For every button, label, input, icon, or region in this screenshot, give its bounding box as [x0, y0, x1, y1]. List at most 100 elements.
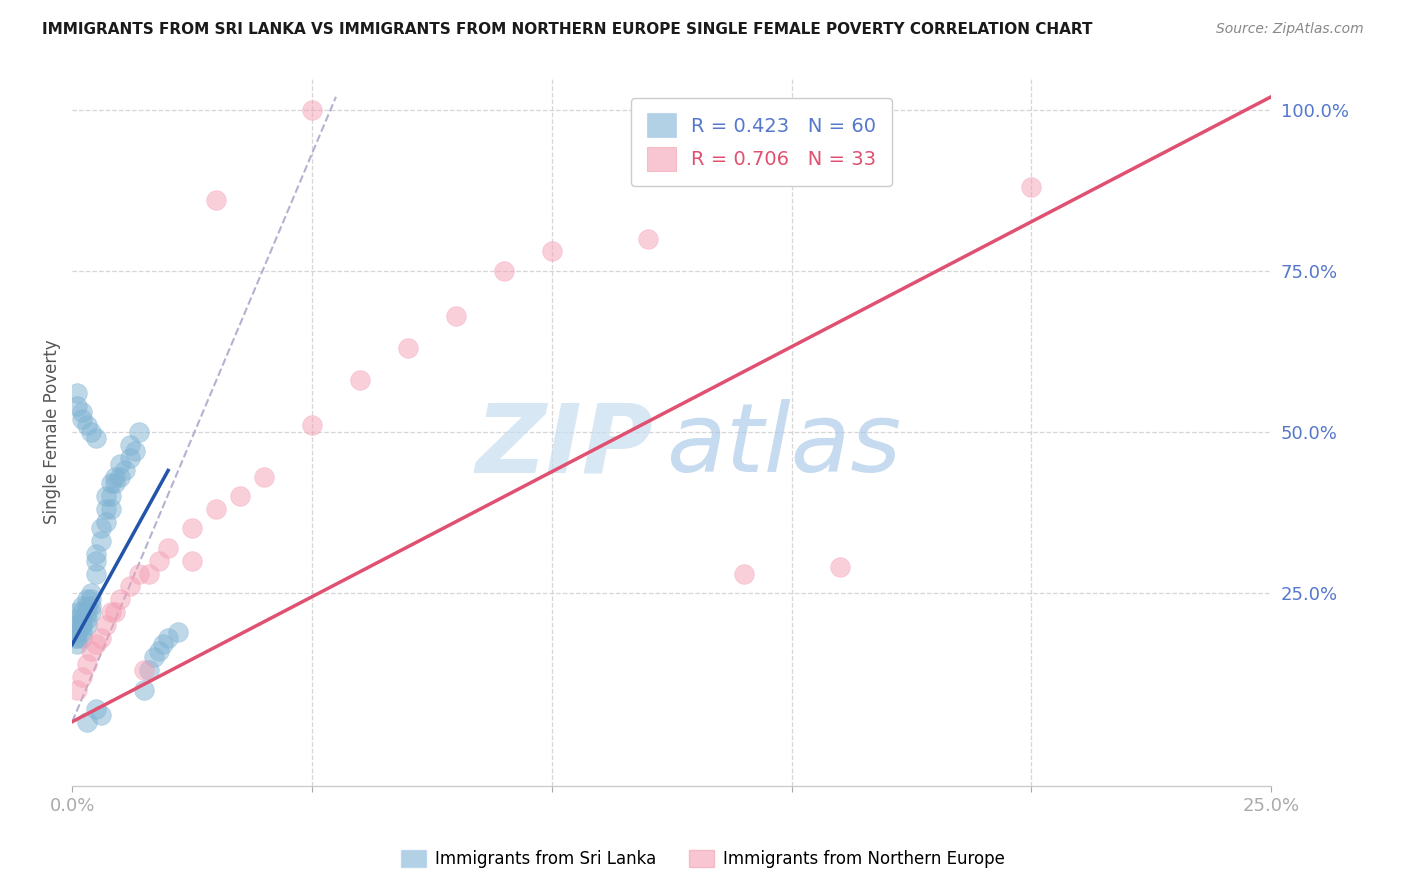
Point	[181, 554, 204, 568]
Legend: Immigrants from Sri Lanka, Immigrants from Northern Europe: Immigrants from Sri Lanka, Immigrants fr…	[395, 843, 1011, 875]
Point	[128, 566, 150, 581]
Point	[70, 618, 93, 632]
Point	[138, 663, 160, 677]
Point	[80, 599, 103, 613]
Point	[138, 566, 160, 581]
Point	[76, 592, 98, 607]
Point	[108, 457, 131, 471]
Point	[152, 637, 174, 651]
Point	[84, 702, 107, 716]
Point	[104, 470, 127, 484]
Point	[66, 399, 89, 413]
Point	[76, 605, 98, 619]
Point	[76, 599, 98, 613]
Point	[66, 624, 89, 639]
Point	[70, 670, 93, 684]
Point	[124, 444, 146, 458]
Point	[828, 560, 851, 574]
Point	[492, 264, 515, 278]
Point	[1021, 180, 1043, 194]
Legend: R = 0.423   N = 60, R = 0.706   N = 33: R = 0.423 N = 60, R = 0.706 N = 33	[631, 98, 891, 186]
Point	[70, 618, 93, 632]
Point	[84, 637, 107, 651]
Point	[90, 534, 112, 549]
Point	[80, 605, 103, 619]
Point	[157, 541, 180, 555]
Point	[148, 644, 170, 658]
Point	[301, 103, 323, 117]
Point	[80, 425, 103, 439]
Point	[100, 476, 122, 491]
Point	[70, 631, 93, 645]
Point	[80, 586, 103, 600]
Point	[100, 502, 122, 516]
Point	[205, 193, 228, 207]
Point	[90, 708, 112, 723]
Point	[166, 624, 188, 639]
Point	[63, 631, 86, 645]
Text: Source: ZipAtlas.com: Source: ZipAtlas.com	[1216, 22, 1364, 37]
Point	[118, 450, 141, 465]
Point	[118, 579, 141, 593]
Point	[70, 412, 93, 426]
Point	[76, 657, 98, 671]
Point	[66, 605, 89, 619]
Point	[637, 231, 659, 245]
Point	[70, 599, 93, 613]
Text: atlas: atlas	[665, 400, 901, 492]
Point	[94, 502, 117, 516]
Point	[70, 405, 93, 419]
Point	[76, 612, 98, 626]
Point	[66, 637, 89, 651]
Point	[84, 547, 107, 561]
Point	[118, 438, 141, 452]
Point	[104, 605, 127, 619]
Point	[70, 612, 93, 626]
Point	[148, 554, 170, 568]
Point	[90, 631, 112, 645]
Point	[181, 521, 204, 535]
Point	[301, 418, 323, 433]
Point	[104, 476, 127, 491]
Point	[108, 470, 131, 484]
Point	[80, 644, 103, 658]
Point	[100, 489, 122, 503]
Point	[114, 463, 136, 477]
Point	[205, 502, 228, 516]
Point	[80, 592, 103, 607]
Point	[94, 489, 117, 503]
Point	[142, 650, 165, 665]
Point	[396, 341, 419, 355]
Point	[76, 714, 98, 729]
Point	[229, 489, 252, 503]
Point	[94, 618, 117, 632]
Text: IMMIGRANTS FROM SRI LANKA VS IMMIGRANTS FROM NORTHERN EUROPE SINGLE FEMALE POVER: IMMIGRANTS FROM SRI LANKA VS IMMIGRANTS …	[42, 22, 1092, 37]
Point	[70, 605, 93, 619]
Point	[100, 605, 122, 619]
Point	[76, 418, 98, 433]
Point	[66, 386, 89, 401]
Point	[66, 682, 89, 697]
Point	[84, 431, 107, 445]
Point	[128, 425, 150, 439]
Point	[444, 309, 467, 323]
Point	[90, 521, 112, 535]
Point	[84, 554, 107, 568]
Point	[349, 373, 371, 387]
Y-axis label: Single Female Poverty: Single Female Poverty	[44, 340, 60, 524]
Point	[134, 663, 156, 677]
Point	[108, 592, 131, 607]
Point	[84, 566, 107, 581]
Point	[66, 631, 89, 645]
Point	[66, 612, 89, 626]
Point	[66, 618, 89, 632]
Point	[94, 515, 117, 529]
Point	[134, 682, 156, 697]
Point	[540, 244, 562, 259]
Point	[157, 631, 180, 645]
Point	[70, 624, 93, 639]
Point	[733, 566, 755, 581]
Point	[76, 618, 98, 632]
Text: ZIP: ZIP	[475, 400, 654, 492]
Point	[253, 470, 276, 484]
